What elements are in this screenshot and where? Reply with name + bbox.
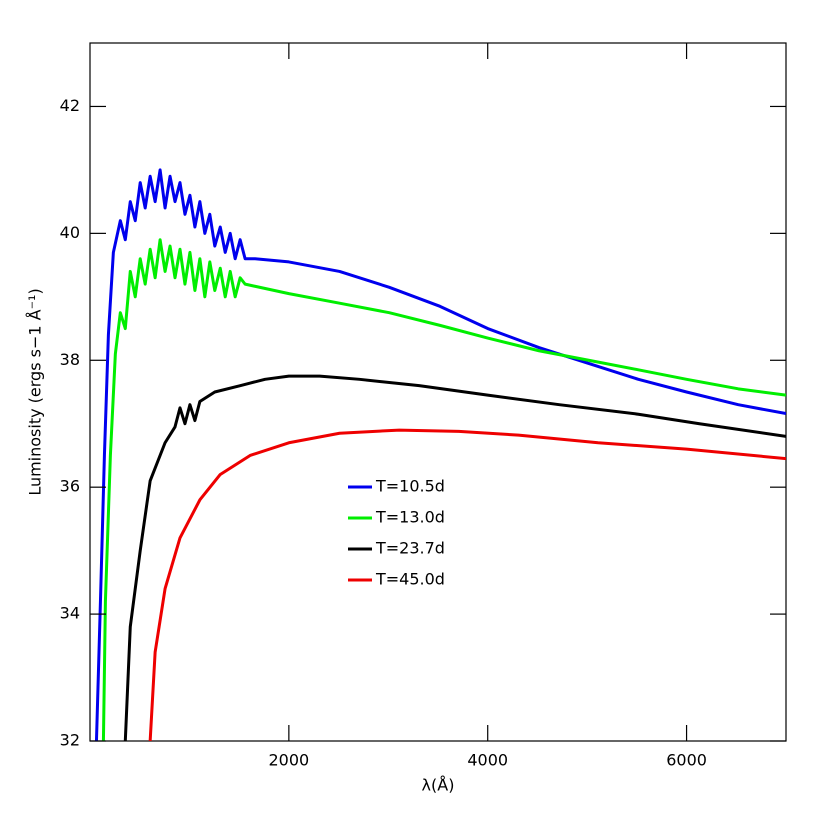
plot-frame bbox=[89, 42, 787, 742]
y-tick-label: 32 bbox=[60, 731, 80, 750]
legend-label: T=45.0d bbox=[375, 570, 445, 589]
legend-label: T=10.5d bbox=[375, 477, 445, 496]
line-series bbox=[148, 428, 786, 741]
y-axis-label: Luminosity (ergs s−1 Å⁻¹) bbox=[26, 288, 45, 495]
x-axis-label: λ(Å) bbox=[422, 776, 455, 795]
x-tick-label: 2000 bbox=[268, 751, 309, 770]
x-tick-label: 6000 bbox=[666, 751, 707, 770]
y-tick-label: 36 bbox=[60, 477, 80, 496]
line-series bbox=[94, 168, 786, 741]
y-tick-label: 42 bbox=[60, 96, 80, 115]
legend-label: T=13.0d bbox=[375, 508, 445, 527]
line-series bbox=[123, 374, 786, 741]
y-tick-label: 40 bbox=[60, 223, 80, 242]
line-series bbox=[101, 238, 786, 741]
y-tick-label: 34 bbox=[60, 604, 80, 623]
x-tick-label: 4000 bbox=[467, 751, 508, 770]
y-tick-label: 38 bbox=[60, 350, 80, 369]
legend-label: T=23.7d bbox=[375, 539, 445, 558]
plot-area bbox=[94, 168, 786, 741]
